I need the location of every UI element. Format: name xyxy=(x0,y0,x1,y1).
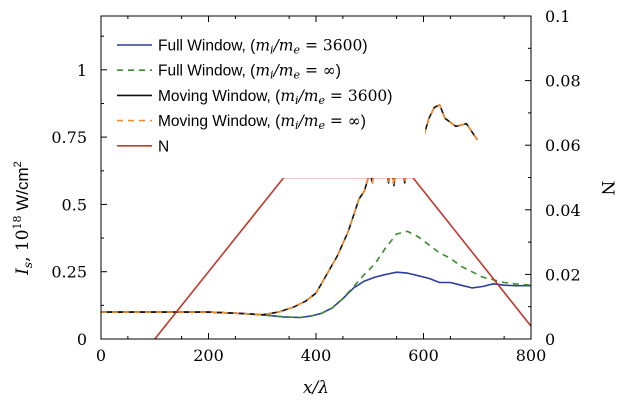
y-left-tick-label: 0.25 xyxy=(51,263,87,282)
y-right-tick-label: 0.04 xyxy=(545,201,581,220)
series-line-4 xyxy=(154,176,532,340)
series-line-0 xyxy=(101,271,531,319)
legend-background xyxy=(110,26,425,178)
x-tick-label: 0 xyxy=(96,346,106,365)
y-axis-left-title: Is, 1018 W/cm2 xyxy=(11,161,35,276)
legend-label-1: Full Window, (mi/me = ∞) xyxy=(158,62,341,82)
y-axis-right-title: N xyxy=(597,181,617,196)
x-tick-label: 800 xyxy=(516,346,547,365)
legend: Full Window, (mi/me = 3600) Full Window, … xyxy=(110,26,425,178)
y-right-tick-label: 0.1 xyxy=(545,7,570,26)
x-tick-label: 600 xyxy=(408,346,439,365)
legend-label-4: N xyxy=(158,138,169,155)
legend-label-3: Moving Window, (mi/me = ∞) xyxy=(158,112,366,132)
legend-label-2: Moving Window, (mi/me = 3600) xyxy=(158,87,392,107)
y-right-tick-label: 0.02 xyxy=(545,265,581,284)
y-left-tick-label: 1 xyxy=(77,61,87,80)
x-tick-label: 200 xyxy=(193,346,224,365)
y-right-tick-label: 0.08 xyxy=(545,72,581,91)
x-axis-title: x/λ xyxy=(303,378,329,398)
y-right-tick-label: 0 xyxy=(545,330,555,349)
legend-label-0: Full Window, (mi/me = 3600) xyxy=(158,37,367,57)
y-left-tick-label: 0 xyxy=(77,330,87,349)
ticks-layer: 0 200 400 600 80000.250.50.75100.020.040.060… xyxy=(51,7,580,365)
series-line-3 xyxy=(101,104,478,316)
y-left-tick-label: 0.75 xyxy=(51,128,87,147)
y-left-tick-label: 0.5 xyxy=(62,195,87,214)
y-right-tick-label: 0.06 xyxy=(545,136,581,155)
x-tick-label: 400 xyxy=(301,346,332,365)
